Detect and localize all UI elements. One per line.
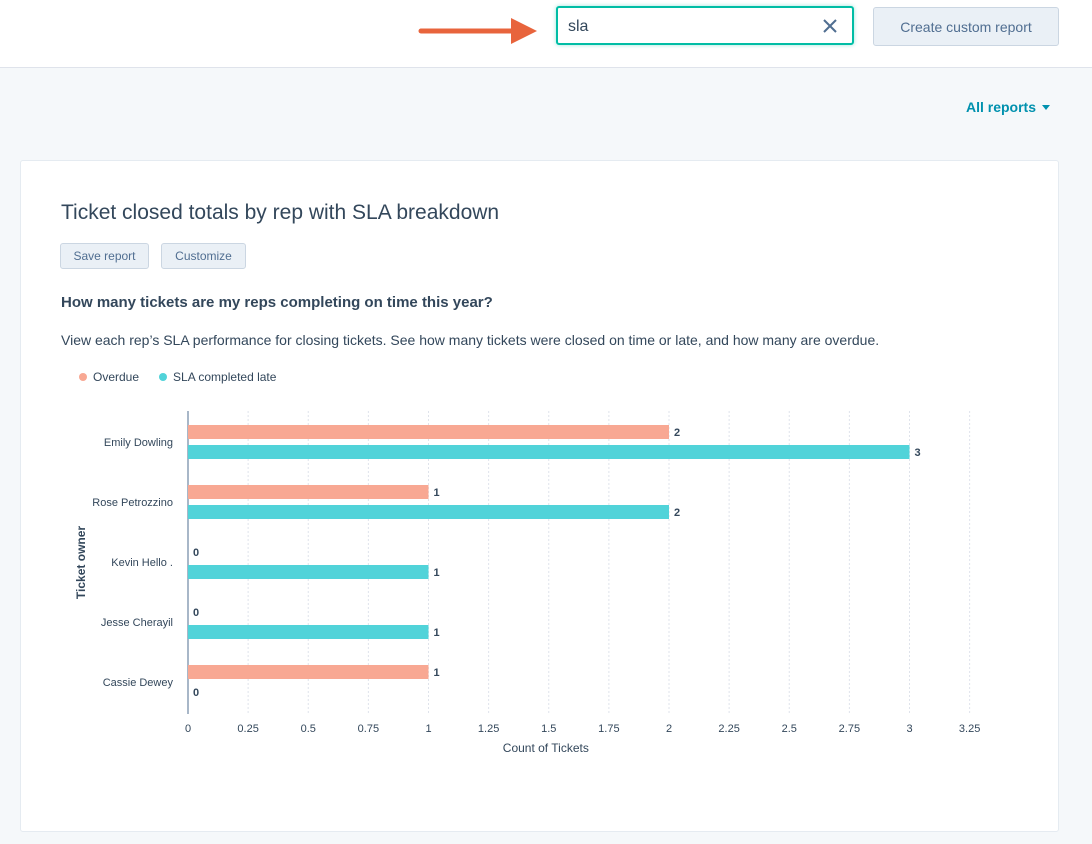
close-icon[interactable] — [822, 18, 838, 34]
bar-chart: 0 0.25 0.5 0.75 1 1.25 1.5 1.75 2 2.25 2.5 2.75 3 3.2… — [74, 411, 980, 755]
chevron-down-icon — [1042, 104, 1050, 110]
arrow-icon — [418, 18, 537, 44]
x-axis-title: Count of Tickets — [503, 741, 589, 755]
x-tick-label: 1.25 — [478, 723, 499, 735]
data-label: 1 — [434, 667, 440, 679]
report-description: View each rep’s SLA performance for clos… — [61, 332, 880, 348]
bar[interactable] — [188, 625, 429, 639]
category-label: Emily Dowling — [104, 437, 173, 449]
bar[interactable] — [188, 505, 669, 519]
legend-label-late: SLA completed late — [173, 370, 277, 384]
create-custom-report-button[interactable]: Create custom report — [873, 7, 1059, 46]
bar[interactable] — [188, 425, 669, 439]
category-label: Jesse Cherayil — [101, 617, 173, 629]
data-label: 1 — [434, 567, 440, 579]
category-label: Cassie Dewey — [103, 677, 174, 689]
bar[interactable] — [188, 485, 429, 499]
x-tick-label: 0 — [185, 723, 191, 735]
customize-button[interactable]: Customize — [161, 243, 246, 269]
chart-legend: Overdue SLA completed late — [79, 370, 276, 384]
legend-item-overdue[interactable]: Overdue — [79, 370, 139, 384]
search-input[interactable] — [568, 16, 808, 38]
data-label: 0 — [193, 547, 199, 559]
all-reports-dropdown[interactable]: All reports — [966, 99, 1050, 115]
x-tick-label: 3 — [906, 723, 912, 735]
data-label: 1 — [434, 627, 440, 639]
legend-dot-late — [159, 373, 168, 381]
bar[interactable] — [188, 565, 429, 579]
x-tick-label: 2 — [666, 723, 672, 735]
data-label: 2 — [674, 427, 680, 439]
all-reports-label: All reports — [965, 99, 1036, 115]
data-label: 0 — [193, 607, 199, 619]
bar[interactable] — [188, 665, 429, 679]
report-question: How many tickets are my reps completing … — [61, 294, 493, 311]
save-report-button[interactable]: Save report — [60, 243, 149, 269]
x-tick-label: 2.75 — [839, 723, 860, 735]
bar[interactable] — [188, 445, 910, 459]
x-tick-label: 1.75 — [598, 723, 619, 735]
category-label: Kevin Hello . — [111, 557, 173, 569]
x-tick-label: 0.25 — [237, 723, 258, 735]
x-tick-label: 1.5 — [541, 723, 556, 735]
x-tick-label: 0.5 — [301, 723, 316, 735]
category-label: Rose Petrozzino — [92, 497, 173, 509]
y-axis-title: Ticket owner — [74, 526, 88, 599]
top-bar: Create custom report — [0, 0, 1092, 68]
x-tick-label: 1 — [425, 723, 431, 735]
data-label: 0 — [193, 687, 199, 699]
x-tick-label: 2.25 — [718, 723, 739, 735]
legend-item-late[interactable]: SLA completed late — [159, 370, 276, 384]
search-field[interactable] — [556, 6, 854, 45]
data-label: 1 — [434, 487, 440, 499]
data-label: 3 — [915, 447, 921, 459]
x-tick-label: 2.5 — [782, 723, 797, 735]
report-card: Ticket closed totals by rep with SLA bre… — [20, 160, 1059, 832]
x-tick-label: 3.25 — [959, 723, 980, 735]
legend-dot-overdue — [79, 373, 87, 381]
data-label: 2 — [674, 507, 680, 519]
x-tick-label: 0.75 — [358, 723, 379, 735]
legend-label-overdue: Overdue — [93, 370, 140, 384]
report-title: Ticket closed totals by rep with SLA bre… — [61, 201, 500, 224]
